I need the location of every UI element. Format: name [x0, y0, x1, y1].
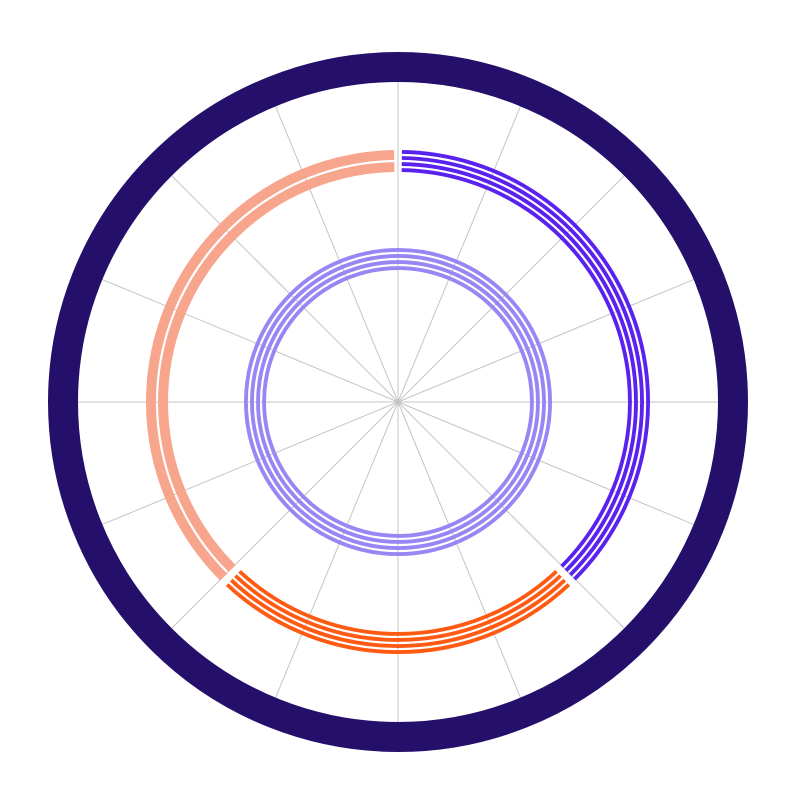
grid — [78, 82, 718, 722]
outer-segment-1-stripe — [401, 156, 644, 577]
grid-spoke — [102, 279, 399, 403]
outer-frame-ring — [48, 52, 748, 752]
outer-segment-3 — [146, 150, 395, 581]
inner-segment-stripe — [262, 266, 534, 538]
outer-segment-2-stripe — [225, 583, 571, 654]
outer-segment-2-stripe — [238, 569, 558, 636]
inner-ring — [243, 247, 553, 557]
grid-spoke — [397, 106, 521, 403]
grid-spoke — [397, 175, 625, 403]
outer-segment-3-stripe — [146, 150, 395, 581]
inner-segment-stripe — [256, 260, 540, 544]
outer-segment-1 — [401, 150, 650, 581]
outer-segment-1-stripe — [401, 162, 638, 572]
grid-spoke — [397, 401, 694, 525]
inner-segment — [243, 247, 553, 557]
grid-spoke — [275, 401, 399, 698]
outer-segment-2 — [225, 569, 571, 654]
grid-spoke — [102, 401, 399, 525]
grid-spoke — [397, 401, 521, 698]
grid-spoke — [275, 106, 399, 403]
grid-spoke — [397, 401, 625, 629]
inner-segment-stripe — [243, 247, 553, 557]
grid-spoke — [171, 175, 399, 403]
outer-segment-2-stripe — [234, 574, 562, 642]
frame-ring-arc — [48, 52, 748, 752]
outer-segment-2-stripe — [229, 578, 567, 648]
outer-segment-1-stripe — [401, 150, 650, 581]
grid-spoke — [397, 279, 694, 403]
outer-segment-ring — [146, 150, 650, 654]
grid-spoke — [171, 401, 399, 629]
outer-segment-1-stripe — [401, 168, 632, 568]
inner-segment-stripe — [250, 254, 546, 550]
outer-segment-3-stripe — [158, 162, 395, 572]
